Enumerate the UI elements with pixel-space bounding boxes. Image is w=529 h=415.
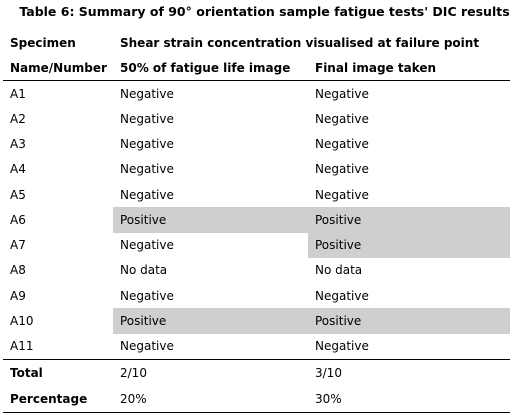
header-50-percent: 50% of fatigue life image xyxy=(113,55,308,81)
final-cell: Negative xyxy=(315,137,369,152)
total-final: 3/10 xyxy=(315,365,342,380)
table-row: A6 Positive Positive xyxy=(3,207,510,233)
specimen-cell: A3 xyxy=(10,137,26,152)
final-cell: Negative xyxy=(315,288,369,303)
table-row: A11 Negative Negative xyxy=(3,333,510,360)
percentage-half-life: 20% xyxy=(113,385,308,413)
final-cell: Positive xyxy=(308,308,510,334)
results-table: Specimen Shear strain concentration visu… xyxy=(3,31,510,413)
percentage-row: Percentage 20% 30% xyxy=(3,385,510,413)
half-life-cell: Negative xyxy=(120,111,174,126)
header-group: Shear strain concentration visualised at… xyxy=(120,36,480,50)
table-row: A4 Negative Negative xyxy=(3,157,510,182)
half-life-cell: Negative xyxy=(120,137,174,152)
total-label: Total xyxy=(10,365,43,380)
half-life-cell: No data xyxy=(120,263,168,278)
half-life-cell: Negative xyxy=(120,187,174,202)
table-row: A9 Negative Negative xyxy=(3,283,510,308)
half-life-cell: Negative xyxy=(120,162,174,177)
table-row: A2 Negative Negative xyxy=(3,106,510,131)
final-cell: Positive xyxy=(308,207,510,233)
half-life-cell: Negative xyxy=(120,238,174,253)
header-final-image: Final image taken xyxy=(308,55,510,81)
specimen-cell: A7 xyxy=(10,238,26,253)
half-life-cell: Negative xyxy=(120,86,174,101)
specimen-cell: A8 xyxy=(10,263,26,278)
specimen-cell: A5 xyxy=(10,187,26,202)
final-cell: No data xyxy=(315,263,363,278)
percentage-final: 30% xyxy=(308,385,510,413)
half-life-cell: Negative xyxy=(113,333,308,360)
header-specimen-line2: Name/Number xyxy=(3,55,113,81)
final-cell: Negative xyxy=(308,333,510,360)
header-row-1: Specimen Shear strain concentration visu… xyxy=(3,31,510,55)
specimen-cell: A1 xyxy=(10,86,26,101)
final-cell: Positive xyxy=(308,232,510,258)
specimen-cell: A9 xyxy=(10,288,26,303)
header-row-2: Name/Number 50% of fatigue life image Fi… xyxy=(3,55,510,81)
final-cell: Negative xyxy=(315,86,369,101)
table-row: A5 Negative Negative xyxy=(3,182,510,207)
final-cell: Negative xyxy=(315,162,369,177)
header-specimen-line1: Specimen xyxy=(10,36,76,50)
specimen-cell: A4 xyxy=(10,162,26,177)
table-row: A8 No data No data xyxy=(3,258,510,283)
percentage-label: Percentage xyxy=(3,385,113,413)
table-row: A1 Negative Negative xyxy=(3,81,510,107)
specimen-cell: A10 xyxy=(10,313,34,328)
specimen-cell: A6 xyxy=(10,212,26,227)
final-cell: Negative xyxy=(315,187,369,202)
table-caption: Table 6: Summary of 90° orientation samp… xyxy=(19,4,510,19)
half-life-cell: Negative xyxy=(120,288,174,303)
final-cell: Negative xyxy=(315,111,369,126)
table-row: A7 Negative Positive xyxy=(3,232,510,258)
total-row: Total 2/10 3/10 xyxy=(3,359,510,386)
specimen-cell: A11 xyxy=(3,333,113,360)
half-life-cell: Positive xyxy=(113,308,308,334)
specimen-cell: A2 xyxy=(10,111,26,126)
half-life-cell: Positive xyxy=(113,207,308,233)
table-row: A10 Positive Positive xyxy=(3,308,510,334)
total-half-life: 2/10 xyxy=(120,365,147,380)
table-row: A3 Negative Negative xyxy=(3,132,510,157)
